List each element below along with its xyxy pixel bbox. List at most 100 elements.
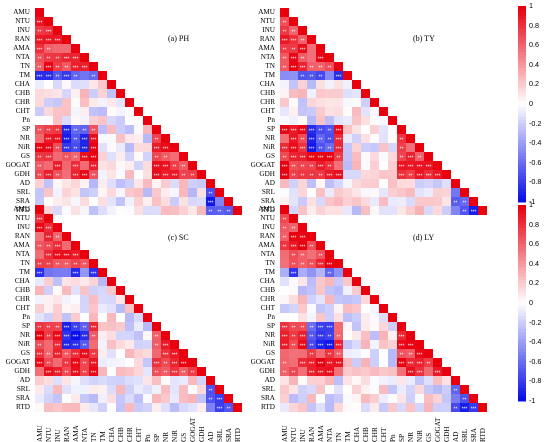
colorbar-segment [518, 123, 526, 128]
cell-gogat-nir [170, 161, 179, 170]
colorbar-segment [518, 218, 526, 222]
cell-rtd-ad [451, 206, 460, 215]
col-label-tm: TM [99, 431, 107, 442]
cell-gs-nir [415, 152, 424, 161]
significance-mark: *** [462, 407, 468, 413]
significance-mark: *** [336, 344, 342, 350]
cell-rtd-gdh [442, 206, 451, 215]
cell-cha-cha [107, 80, 116, 89]
cell-chb-tm [343, 89, 352, 98]
significance-mark: *** [73, 165, 79, 171]
cell-nir-pn [388, 340, 397, 349]
cell-ad-pn [143, 179, 152, 188]
cell-chr-ntu [44, 295, 53, 304]
col-label-gdh: GDH [443, 426, 451, 442]
cell-ran-ran [62, 35, 71, 44]
cell-cha-cha [352, 80, 361, 89]
col-label-sra: SRA [470, 428, 478, 442]
row-label-pn: Pn [22, 313, 30, 321]
cell-sra-sp [152, 197, 161, 206]
cell-ad-pn [388, 376, 397, 385]
cell-sp-cht [379, 125, 388, 134]
cell-nir-nta [325, 340, 334, 349]
cell-rtd-ama [71, 206, 80, 215]
cell-ad-ran [62, 376, 71, 385]
cell-gs-amu [280, 152, 289, 161]
cell-gdh-ama [316, 367, 325, 376]
significance-mark: ** [292, 30, 296, 36]
significance-mark: ** [56, 263, 60, 269]
cell-nr-nta [325, 134, 334, 143]
cell-nta-ama [71, 53, 80, 62]
cell-sra-cht [134, 197, 143, 206]
colorbar-segment [518, 289, 526, 294]
cell-ama-inu [53, 241, 62, 250]
cell-rtd-gs [424, 403, 433, 412]
cell-pn-pn [143, 116, 152, 125]
cell-cha-nta [80, 80, 89, 89]
colorbar-segment [518, 81, 526, 85]
significance-mark: ** [56, 75, 60, 81]
cell-cha-ntu [289, 80, 298, 89]
colorbar-segment [518, 205, 526, 209]
cell-sra-ran [62, 197, 71, 206]
cell-ad-nta [80, 179, 89, 188]
cell-gs-nta [325, 349, 334, 358]
significance-mark: ** [209, 398, 213, 404]
col-label-inu: INU [54, 429, 62, 442]
cell-gdh-tn [334, 170, 343, 179]
cell-sra-pn [143, 394, 152, 403]
cell-sra-ran [307, 197, 316, 206]
colorbar-segment [518, 250, 526, 255]
cell-tm-nta [80, 268, 89, 277]
cell-gogat-gs [424, 161, 433, 170]
cell-pn-inu [53, 313, 62, 322]
cell-sp-ran [62, 125, 71, 134]
cell-sp-chr [370, 322, 379, 331]
cell-chb-ama [71, 286, 80, 295]
cell-srl-ad [451, 188, 460, 197]
cell-gogat-sp [397, 358, 406, 367]
significance-mark: ** [283, 30, 287, 36]
significance-mark: ** [155, 344, 159, 350]
colorbar-segment [518, 355, 526, 360]
cell-srl-ran [307, 188, 316, 197]
cell-nr-amu [280, 331, 289, 340]
cell-sra-tm [343, 197, 352, 206]
cell-nta-amu [280, 250, 289, 259]
significance-mark: ** [319, 129, 323, 135]
cell-pn-ran [307, 313, 316, 322]
colorbar-tick-label: 0 [529, 298, 533, 307]
cell-gogat-inu [298, 161, 307, 170]
cell-sra-nr [406, 394, 415, 403]
cell-cht-cha [107, 107, 116, 116]
col-label-ntu: NTU [290, 427, 298, 442]
significance-mark: *** [55, 39, 61, 45]
cell-sra-nta [80, 394, 89, 403]
cell-pn-ntu [44, 116, 53, 125]
cell-sp-tn [334, 322, 343, 331]
cell-rtd-nta [325, 403, 334, 412]
cell-ad-inu [53, 179, 62, 188]
colorbar-segment [518, 358, 526, 363]
cell-chb-amu [35, 286, 44, 295]
row-label-nir: NiR [18, 143, 30, 151]
cell-cht-chr [370, 107, 379, 116]
significance-mark: ** [283, 218, 287, 224]
significance-mark: ** [328, 129, 332, 135]
row-label-ad: AD [264, 179, 275, 187]
cell-ama-amu [35, 241, 44, 250]
cell-ran-ran [307, 232, 316, 241]
cell-sra-tn [334, 197, 343, 206]
cell-pn-tn [89, 116, 98, 125]
cell-tn-ama [71, 259, 80, 268]
cell-gogat-cht [379, 161, 388, 170]
significance-mark: *** [399, 362, 405, 368]
colorbar-segment [518, 55, 526, 59]
row-label-ran: RAN [259, 232, 275, 240]
cell-ad-cha [352, 376, 361, 385]
cell-chr-nta [80, 295, 89, 304]
cell-ad-inu [298, 179, 307, 188]
significance-mark: ** [47, 245, 51, 251]
cell-gdh-gogat [433, 170, 442, 179]
